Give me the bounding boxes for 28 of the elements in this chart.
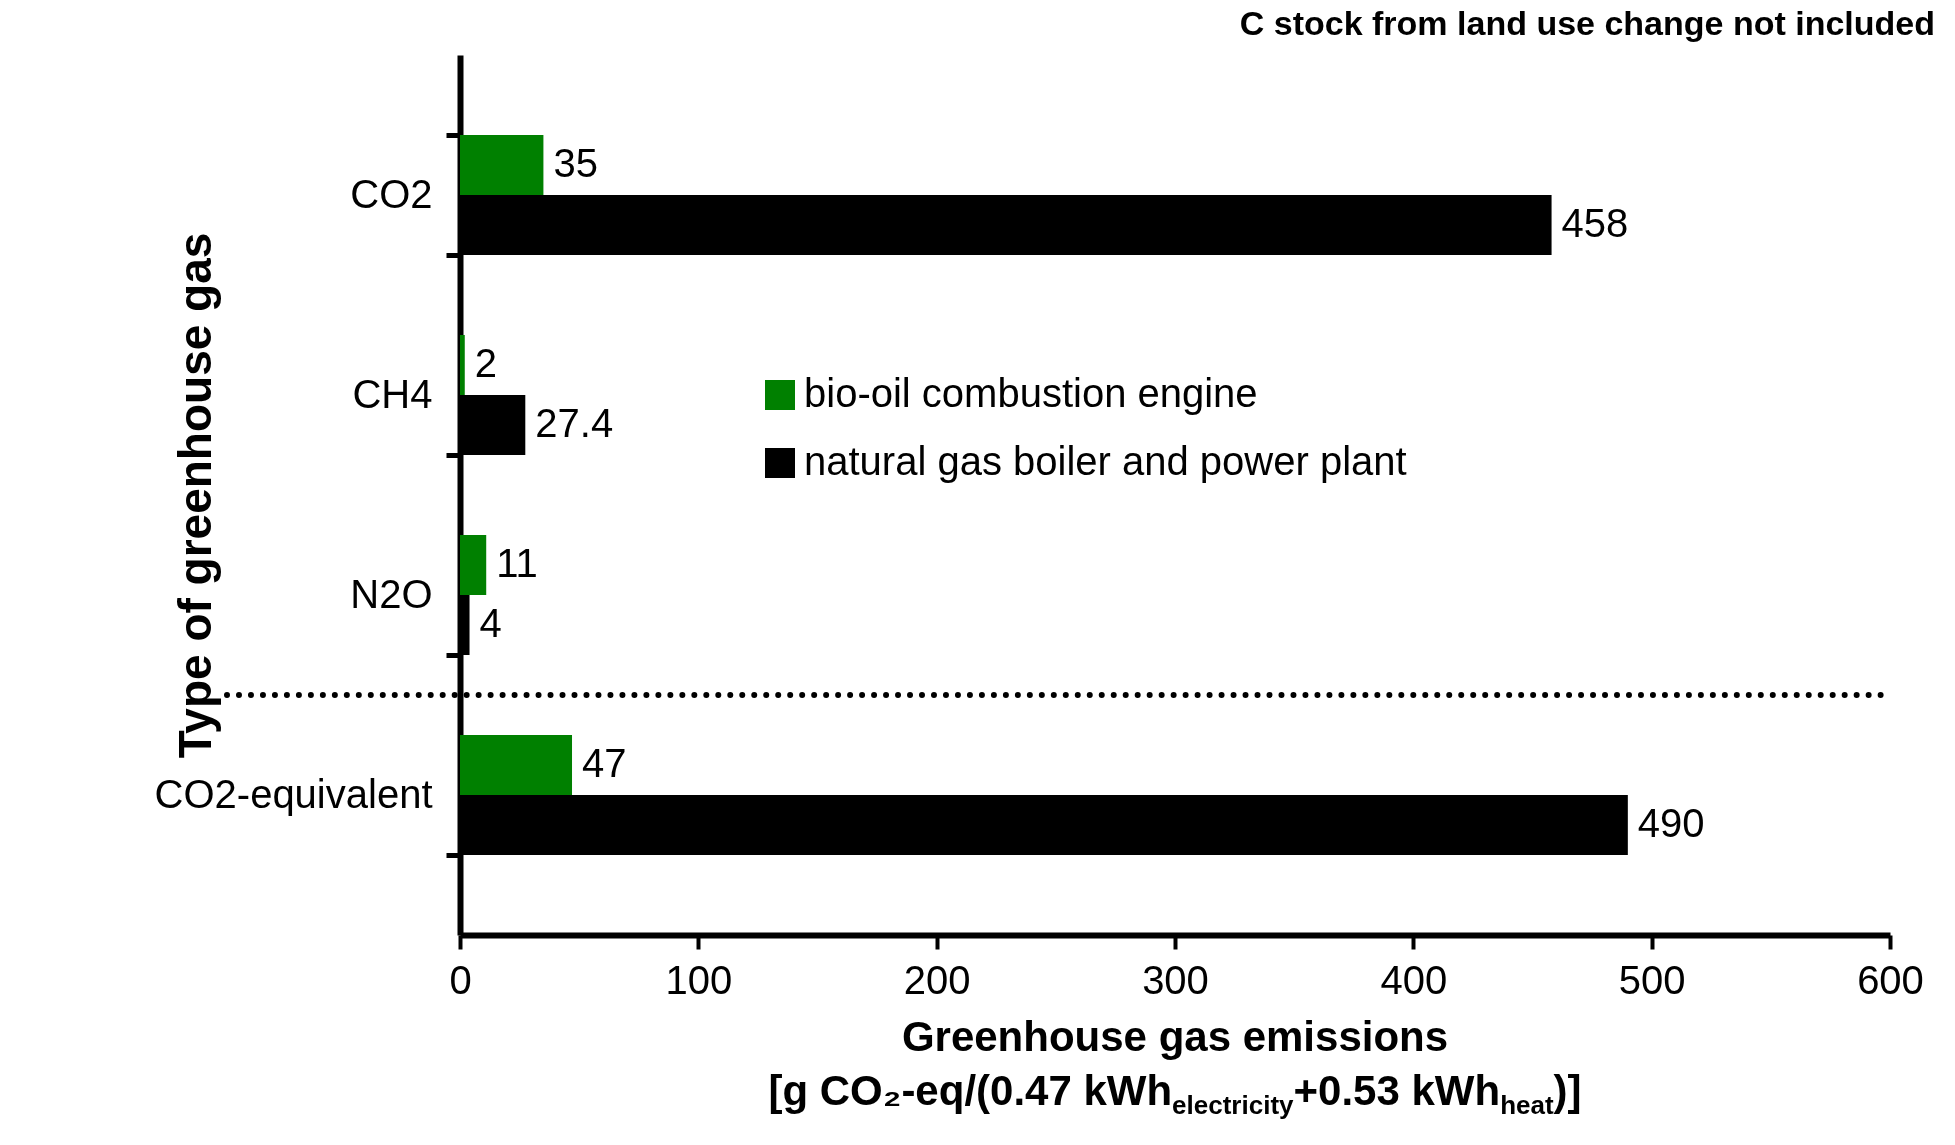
y-tick-label: CH4	[352, 371, 433, 416]
y-tick-label: N2O	[350, 571, 433, 616]
x-tick-label: 300	[1142, 957, 1209, 1002]
legend-label: bio-oil combustion engine	[804, 371, 1258, 415]
x-tick-label: 100	[665, 957, 733, 1002]
data-label: 27.4	[535, 401, 614, 445]
bar	[460, 735, 573, 795]
x-axis-title: Greenhouse gas emissions [g CO₂-eq/(0.47 kWh$_{electricity}$+0.53 kWh$_{heat}$)]	[767, 1012, 1583, 1123]
legend-label: natural gas boiler and power plant	[804, 439, 1407, 483]
x-tick-label: 500	[1618, 957, 1686, 1002]
x-tick-label: 600	[1857, 957, 1924, 1002]
data-label: 4	[479, 601, 502, 645]
y-tick-label: CO2	[350, 171, 433, 216]
x-tick-label: 200	[903, 957, 971, 1002]
y-axis-title: Type of greenhouse gas	[168, 232, 221, 759]
data-label: 35	[553, 141, 598, 185]
y-tick-label: CO2-equivalent	[154, 771, 433, 816]
x-tick-label: 400	[1380, 957, 1448, 1002]
data-label: 2	[474, 341, 498, 385]
data-label: 47	[582, 741, 627, 785]
text: C stock from land use change not included	[1239, 4, 1935, 43]
data-label: 458	[1561, 201, 1629, 245]
bar	[460, 335, 465, 395]
bar	[460, 135, 544, 195]
data-label: 490	[1637, 801, 1705, 845]
x-tick-label: 0	[449, 957, 472, 1002]
bar	[460, 535, 487, 595]
data-label: 11	[496, 541, 538, 585]
